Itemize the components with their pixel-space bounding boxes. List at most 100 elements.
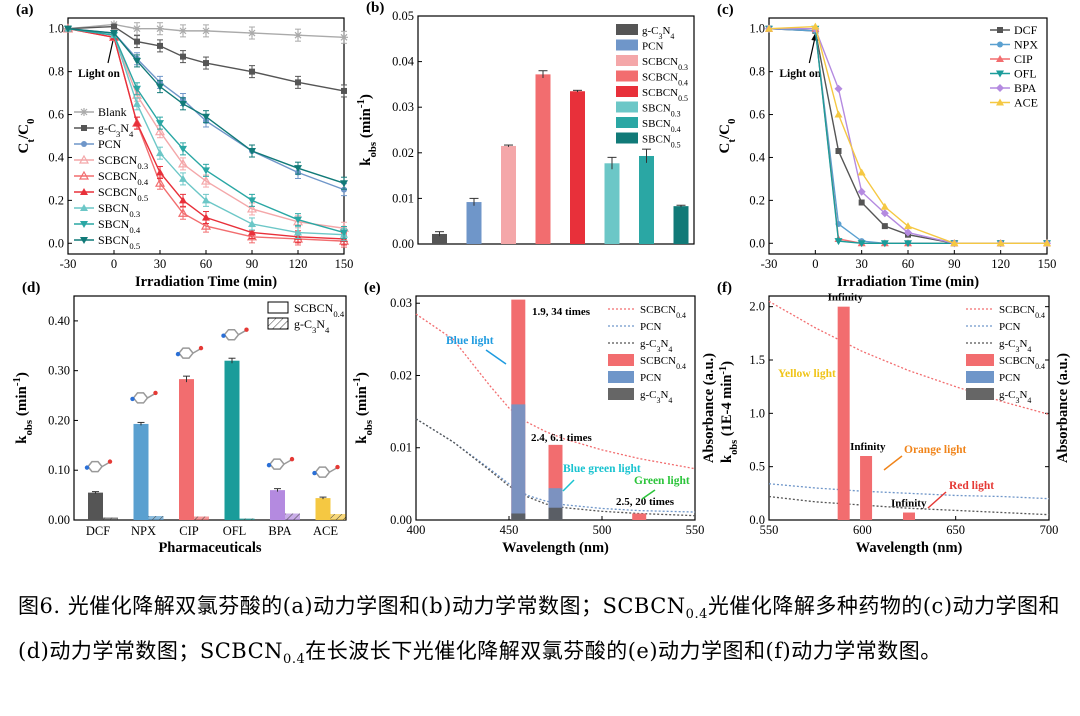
x-tick-label: ACE: [313, 524, 338, 538]
x-tick-label: 600: [853, 523, 872, 537]
caption-part-3: 在长波长下光催化降解双氯芬酸的(e)动力学图和(f)动力学常数图。: [305, 639, 942, 664]
y-tick-label: 0.03: [392, 100, 414, 114]
data-point: [179, 145, 187, 153]
legend-swatch: [966, 388, 994, 400]
molecule-icon: [266, 456, 295, 470]
light-label: Yellow light: [778, 368, 836, 380]
plot-frame: [768, 17, 1048, 255]
data-point: [156, 149, 164, 157]
series-BPA: [765, 24, 1051, 248]
legend-label: PCN: [999, 372, 1020, 384]
data-point: [154, 177, 166, 187]
legend-label: SCBCN0.3: [642, 56, 688, 72]
x-tick-label: CIP: [179, 524, 199, 538]
data-point: [857, 240, 866, 248]
x-tick-label: 120: [289, 257, 308, 271]
x-tick-label: -30: [761, 257, 778, 271]
data-point: [202, 167, 210, 175]
data-point: [202, 113, 210, 121]
legend-label: SCBCN0.4: [294, 301, 345, 319]
y-tick-label: 2.0: [749, 300, 765, 314]
data-point: [880, 240, 889, 248]
bar-OFL: [224, 360, 240, 520]
x-tick-label: -30: [60, 257, 77, 271]
legend-swatch: [616, 132, 638, 144]
bar-PCN: [466, 202, 482, 244]
light-arrow: [485, 349, 507, 365]
data-point: [248, 219, 256, 227]
legend-label: SBCN0.5: [642, 134, 681, 150]
data-point: [78, 170, 90, 180]
molecule-bond: [147, 393, 155, 399]
molecule-atom: [130, 396, 135, 402]
bar-value-label: Infinity: [828, 292, 864, 304]
legend-swatch: [616, 70, 638, 82]
data-point: [880, 202, 889, 210]
legend-swatch: [608, 371, 634, 383]
data-point: [111, 23, 117, 30]
y-tick-label: 1.0: [749, 406, 765, 420]
molecule-bond: [101, 461, 110, 468]
legend-label: NPX: [1014, 38, 1038, 52]
panel-label: (d): [22, 280, 40, 296]
x-tick-label: 30: [154, 257, 167, 271]
bar-g-C3N4: [432, 233, 447, 244]
bar-scbcn: [903, 512, 915, 520]
data-point: [64, 25, 72, 33]
legend-label: SBCN0.3: [642, 103, 681, 119]
y-axis-title-left: Absorbance (a.u.): [701, 353, 717, 463]
y-tick-label: 0.2: [749, 193, 765, 207]
x-tick-label: 0: [812, 257, 818, 271]
light-label: Orange light: [904, 444, 966, 456]
x-tick-label: 90: [246, 257, 259, 271]
caption-part-1: 图6. 光催化降解双氯芬酸的(a)动力学图和(b)动力学常数图；SCBCN: [18, 594, 686, 618]
x-tick-label: 650: [946, 523, 965, 537]
light-label: Blue light: [446, 335, 494, 347]
y-axis-title: kobs (min-1): [355, 94, 379, 166]
legend-swatch: [616, 86, 638, 97]
x-tick-label: NPX: [131, 524, 156, 538]
molecule-icon: [221, 327, 249, 341]
panel-e: 0.00 0.01 0.02 0.03 400 450 500 550 (e) Wavelengt…: [351, 280, 704, 556]
panel-b: 0.00 0.01 0.02 0.03 0.04 0.05 (b) kobs (min-1) g…: [355, 0, 695, 251]
data-point: [133, 85, 141, 93]
series-line: [768, 28, 1047, 244]
x-tick-label: 700: [1040, 523, 1059, 537]
data-point: [78, 154, 90, 164]
x-tick-label: 0: [111, 257, 117, 271]
x-tick-label: 400: [407, 523, 426, 537]
panel-c: 0.0 0.2 0.4 0.6 0.8 1.0 -30 0 30 60 90 120 150 (c) Irr…: [717, 2, 1056, 290]
data-point: [294, 228, 302, 236]
data-point: [157, 42, 163, 49]
molecule-ring: [87, 460, 103, 473]
data-point: [156, 24, 164, 33]
bar-ACE: [315, 498, 331, 520]
bar-SBCN0.4: [639, 155, 654, 244]
data-point: [294, 216, 302, 224]
y-axis-title: Ct/C0: [717, 119, 738, 154]
legend-swatch: [608, 388, 634, 400]
data-point: [203, 60, 209, 67]
molecule-atom: [221, 333, 226, 338]
legend-label: SCBCN0.4: [640, 304, 686, 320]
x-tick-label: 150: [1038, 257, 1057, 271]
y-tick-label: 0.6: [48, 108, 64, 122]
ratio-label: 1.9, 34 times: [532, 306, 591, 318]
panel-label: (e): [364, 280, 381, 296]
molecule-icon: [175, 345, 204, 359]
data-point: [134, 38, 140, 45]
x-tick-label: 550: [760, 523, 779, 537]
legend-label: SCBCN0.4: [999, 304, 1045, 320]
plot-frame: [417, 15, 695, 245]
data-point: [156, 83, 164, 91]
legend-label: PCN: [98, 137, 122, 151]
x-tick-label: 150: [335, 257, 354, 271]
molecule-ring: [269, 458, 285, 470]
series-CIP: [765, 24, 1051, 247]
data-point: [811, 22, 820, 30]
legend-label: Blank: [98, 105, 127, 119]
molecule-atom: [175, 351, 181, 357]
legend-swatch: [616, 39, 638, 51]
legend-label: CIP: [1014, 52, 1033, 66]
data-point: [880, 209, 889, 218]
